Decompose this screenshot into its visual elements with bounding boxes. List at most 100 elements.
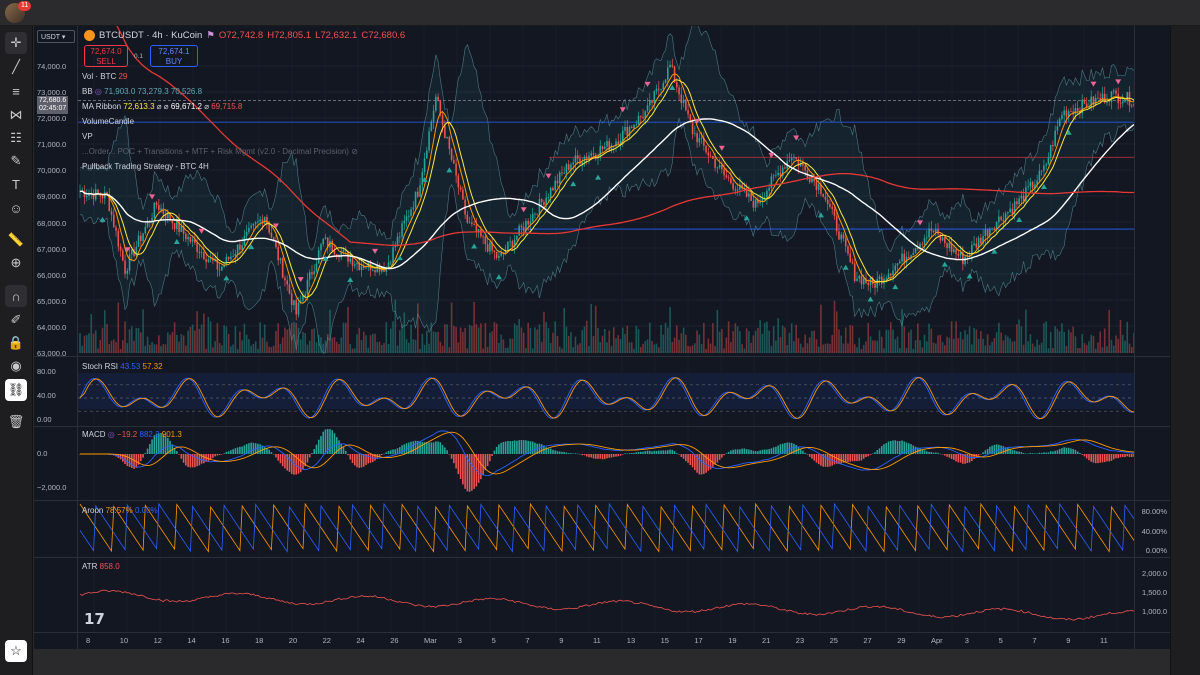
emoji-icon[interactable]: ☺ xyxy=(9,200,23,216)
trendline-icon[interactable]: ╱ xyxy=(12,59,20,74)
currency-selector[interactable]: USDT ▾ xyxy=(37,30,75,43)
macd-histogram-bar xyxy=(236,447,239,454)
pane-separator[interactable] xyxy=(34,356,1170,357)
macd-histogram-bar xyxy=(984,450,987,454)
macd-histogram-bar xyxy=(698,454,701,475)
macd-histogram-bar xyxy=(763,449,766,454)
volume-bar xyxy=(1106,346,1108,353)
time-label: Apr xyxy=(931,636,943,645)
star-icon[interactable]: ☆ xyxy=(5,640,27,662)
brush-icon[interactable]: ✎ xyxy=(10,153,22,168)
candle-body xyxy=(998,216,1000,223)
legend-strategy[interactable]: Pullback Trading Strategy - BTC 4H xyxy=(82,162,209,171)
candle-body xyxy=(344,249,347,252)
macd-histogram-bar xyxy=(703,454,705,474)
trash-icon[interactable]: 🗑 xyxy=(7,414,25,429)
volume-bar xyxy=(536,329,538,353)
eye-icon[interactable]: ◉ xyxy=(10,358,22,373)
candle-body xyxy=(813,178,815,182)
price-scale[interactable]: 74,000.0 73,000.0 72,000.0 71,000.0 70,0… xyxy=(34,26,78,649)
volume-bar xyxy=(817,346,820,353)
legend-volume[interactable]: Vol · BTC 29 xyxy=(82,71,127,83)
candle-body xyxy=(203,252,205,260)
text-icon[interactable]: T xyxy=(12,176,20,192)
fib-icon[interactable]: ≡ xyxy=(12,83,20,99)
volume-bar xyxy=(187,330,189,353)
candle-body xyxy=(824,196,827,200)
crosshair-icon[interactable]: ✛ xyxy=(5,32,27,54)
drawing-toolbar: ✛ ╱ ≡ ⋈ ☷ ✎ T ☺ 📏 ⊕ ∩ ✐ 🔒 ◉ ⛓ 🗑 ☆ xyxy=(0,26,33,675)
candle-body xyxy=(917,248,919,250)
macd-histogram-bar xyxy=(968,454,971,463)
macd-histogram-bar xyxy=(432,442,435,454)
legend-vp[interactable]: VP xyxy=(82,132,93,141)
pane-separator[interactable] xyxy=(34,426,1170,427)
volume-bar xyxy=(898,348,901,353)
flag-icon[interactable]: ⚑ xyxy=(206,30,215,41)
candle-body xyxy=(896,263,899,266)
zoom-icon[interactable]: ⊕ xyxy=(10,255,22,270)
macd-histogram-bar xyxy=(628,453,631,454)
candle-body xyxy=(621,130,624,141)
measure-icon[interactable]: ☷ xyxy=(10,130,22,145)
pane-separator[interactable] xyxy=(34,632,1170,633)
symbol-title[interactable]: BTCUSDT · 4h · KuCoin xyxy=(99,30,203,41)
ruler-icon[interactable]: 📏 xyxy=(7,232,25,247)
settings-icon[interactable]: ◎ xyxy=(107,430,115,439)
volume-bar xyxy=(538,324,541,353)
buy-label: BUY xyxy=(165,57,183,66)
macd-histogram-bar xyxy=(1007,447,1009,454)
pane-separator[interactable] xyxy=(34,500,1170,501)
macd-histogram-bar xyxy=(358,454,361,468)
candle-body xyxy=(660,89,662,90)
legend-bb[interactable]: BB ◎ 71,903.0 73,279.3 70,526.8 xyxy=(82,86,202,98)
chart-area[interactable]: 74,000.0 73,000.0 72,000.0 71,000.0 70,0… xyxy=(34,26,1170,649)
macd-histogram-bar xyxy=(263,447,266,454)
macd-histogram-bar xyxy=(741,448,743,454)
candle-body xyxy=(85,195,88,198)
legend-volume-candle[interactable]: VolumeCandle xyxy=(82,117,135,126)
candle-body xyxy=(802,164,804,166)
macd-histogram-bar xyxy=(1011,450,1014,454)
aroon-scale-label: 40.00% xyxy=(1141,527,1167,536)
volume-bar xyxy=(1009,338,1011,353)
lock-icon[interactable]: 🔒 xyxy=(7,335,25,350)
candle-body xyxy=(574,155,577,163)
volume-bar xyxy=(513,323,516,353)
hidden-eye-icon[interactable]: ⊘ xyxy=(351,147,358,156)
candle-body xyxy=(658,88,660,90)
candle-body xyxy=(581,161,584,164)
magnet-icon[interactable]: ∩ xyxy=(5,285,27,307)
legend-atr[interactable]: ATR 858.0 xyxy=(82,561,120,573)
macd-histogram-bar xyxy=(306,454,309,463)
right-scale[interactable]: 80.00% 40.00% 0.00% 2,000.0 1,500.0 1,00… xyxy=(1134,26,1170,649)
legend-ma-ribbon[interactable]: MA Ribbon 72,613.3 ⌀ ⌀ 69,671.2 ⌀ 69,715… xyxy=(82,102,243,111)
candle-body xyxy=(167,212,169,219)
pane-separator[interactable] xyxy=(34,557,1170,558)
macd-histogram-bar xyxy=(754,451,757,454)
candle-body xyxy=(387,262,390,268)
pattern-icon[interactable]: ⋈ xyxy=(9,107,23,122)
volume-bar xyxy=(867,322,870,353)
volume-bar xyxy=(923,334,926,353)
candle-body xyxy=(939,234,942,241)
buy-button[interactable]: 72,674.1 BUY xyxy=(150,45,198,67)
macd-histogram-bar xyxy=(784,443,786,454)
legend-obscured-indicator[interactable]: ...Order... POC + Transitions + MTF + Ri… xyxy=(82,146,358,158)
link-icon[interactable]: ⛓ xyxy=(5,379,27,401)
legend-aroon[interactable]: Aroon 78.57% 0.00% xyxy=(82,505,158,517)
macd-histogram-bar xyxy=(808,454,811,457)
macd-histogram-bar xyxy=(441,445,444,454)
settings-icon[interactable]: ◎ xyxy=(94,87,102,96)
candle-body xyxy=(180,225,183,232)
notification-badge[interactable]: 11 xyxy=(18,1,32,11)
candle-body xyxy=(732,183,734,190)
volume-bar xyxy=(189,326,192,353)
legend-stoch-rsi[interactable]: Stoch RSI 43.53 57.32 xyxy=(82,361,163,373)
macd-histogram-bar xyxy=(527,440,529,454)
legend-macd[interactable]: MACD ◎ −19.2 882.2 901.3 xyxy=(82,429,182,441)
buy-signal-marker xyxy=(892,284,899,290)
lock-drawings-icon[interactable]: ✐ xyxy=(10,312,22,327)
sell-button[interactable]: 72,674.0 SELL xyxy=(84,45,128,67)
chart-canvas[interactable] xyxy=(34,26,1170,649)
